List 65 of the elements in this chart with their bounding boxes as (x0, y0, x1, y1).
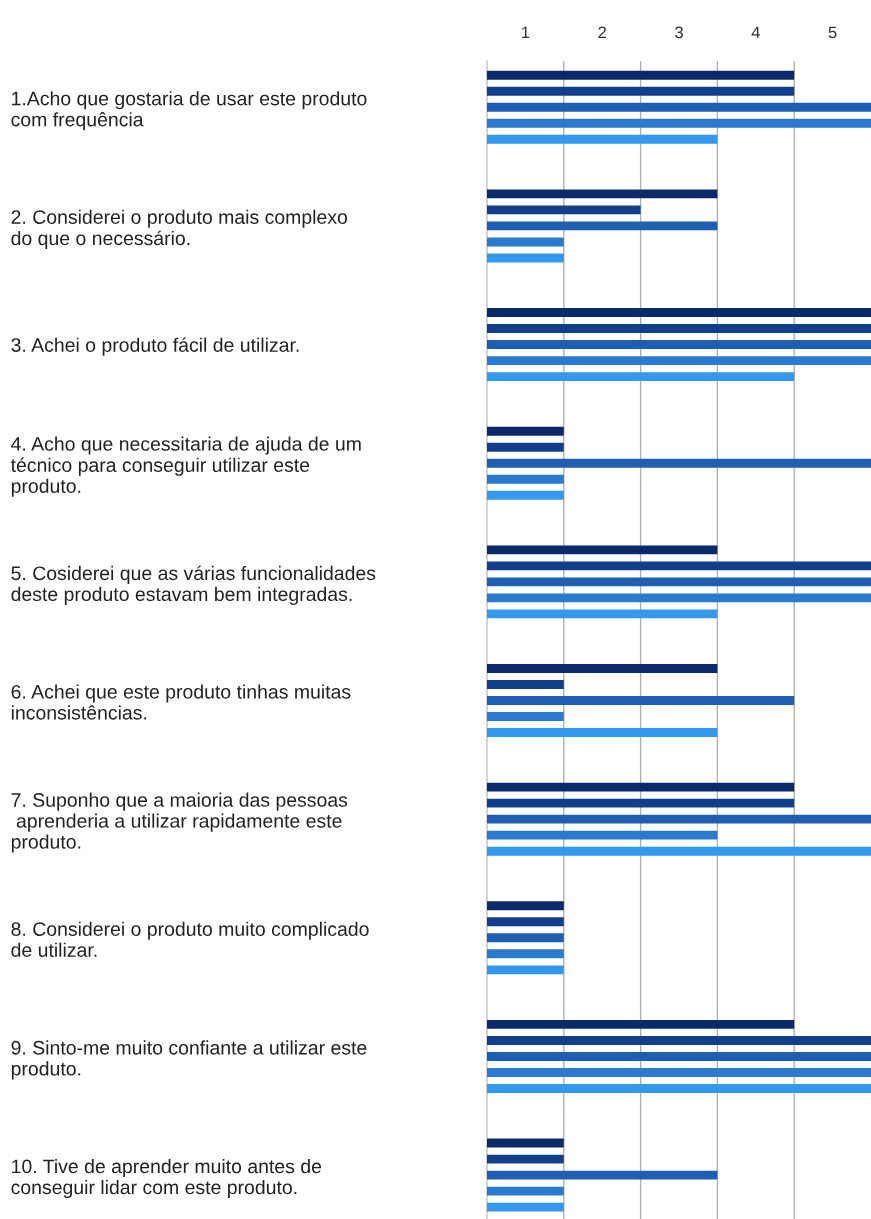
bar (487, 680, 564, 689)
bar (487, 933, 564, 943)
bar (487, 1202, 564, 1212)
y-tick-label: 9. Sinto-me muito confiante a utilizar este produto. (11, 1040, 367, 1080)
bar (487, 830, 718, 840)
bar (487, 237, 564, 247)
bar (487, 426, 564, 436)
bar (487, 189, 718, 199)
bar (487, 1186, 564, 1196)
bar (487, 102, 871, 112)
bar (487, 118, 871, 128)
y-tick-label: 8. Considerei o produto muito complicado de utilizar. (11, 921, 369, 957)
y-tick-label: 7. Suponho que a maioria das pessoas aprenderia a utilizar rapidamente este produto. (11, 792, 348, 853)
bar (487, 1084, 871, 1093)
y-tick-label: 3. Achei o produto fácil de utilizar. (11, 337, 299, 356)
bar (487, 70, 795, 80)
bar (487, 1019, 795, 1029)
bar (487, 1154, 564, 1164)
bar (487, 696, 795, 705)
y-tick-label: 1.Acho que gostaria de usar este produto com frequência (11, 91, 367, 131)
bar (487, 221, 718, 231)
bar (487, 917, 564, 927)
x-tick-label: 5 (828, 26, 837, 39)
bar (487, 782, 795, 792)
bar (487, 965, 564, 975)
x-tick-label: 3 (675, 26, 683, 39)
bar (487, 846, 871, 856)
bar (487, 372, 795, 382)
y-tick-label: 2. Considerei o produto mais complexo do que o necessário. (11, 209, 348, 250)
bar (487, 458, 871, 468)
bar (487, 490, 564, 500)
y-tick-label: 6. Achei que este produto tinhas muitas inconsistências. (11, 684, 351, 720)
bar (487, 577, 871, 587)
bar (487, 901, 564, 911)
x-tick-label: 2 (598, 26, 606, 39)
bar (487, 593, 871, 603)
bar (487, 86, 795, 96)
bar (487, 1138, 564, 1148)
bar (487, 664, 718, 673)
bar (487, 205, 641, 215)
bar (487, 712, 564, 721)
bar (487, 798, 795, 808)
bar (487, 1068, 871, 1077)
bar (487, 253, 564, 263)
y-tick-label: 5. Cosiderei que as várias funcionalidades deste produto estavam bem integradas. (11, 565, 376, 605)
bar (487, 324, 871, 333)
bar (487, 545, 718, 555)
bar (487, 1035, 871, 1045)
bar (487, 1170, 718, 1180)
bar (487, 814, 871, 824)
bar (487, 134, 718, 144)
bar (487, 474, 564, 484)
bar (487, 356, 871, 366)
bar (487, 308, 871, 317)
y-tick-label: 10. Tive de aprender muito antes de conseguir lidar com este produto. (11, 1158, 322, 1199)
bar (487, 949, 564, 959)
x-tick-label: 1 (522, 26, 530, 39)
bar (487, 609, 718, 619)
bar (487, 340, 871, 350)
x-tick-label: 4 (751, 26, 760, 39)
bar (487, 728, 718, 737)
bar (487, 1052, 871, 1061)
y-tick-label: 4. Acho que necessitaria de ajuda de um técnico para conseguir utilizar este produto. (10, 436, 361, 497)
bar (487, 561, 871, 571)
bar (487, 442, 564, 452)
